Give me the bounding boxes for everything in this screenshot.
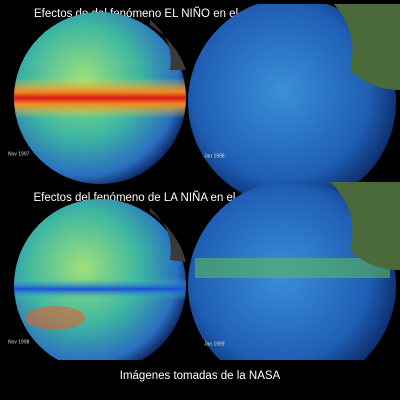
globe-sst-elnino (14, 12, 186, 184)
globe-chlorophyll-elnino (188, 0, 400, 206)
image-caption: Jan 1998 (204, 153, 225, 159)
footer-credit: Imágenes tomadas de la NASA (120, 370, 281, 382)
image-caption: Jan 1999 (204, 341, 225, 347)
image-caption: Nov 1998 (8, 339, 30, 345)
globe-chlorophyll-lanina (188, 181, 400, 389)
image-caption: Nov 1997 (8, 151, 30, 157)
globe-sst-lanina (14, 199, 186, 371)
